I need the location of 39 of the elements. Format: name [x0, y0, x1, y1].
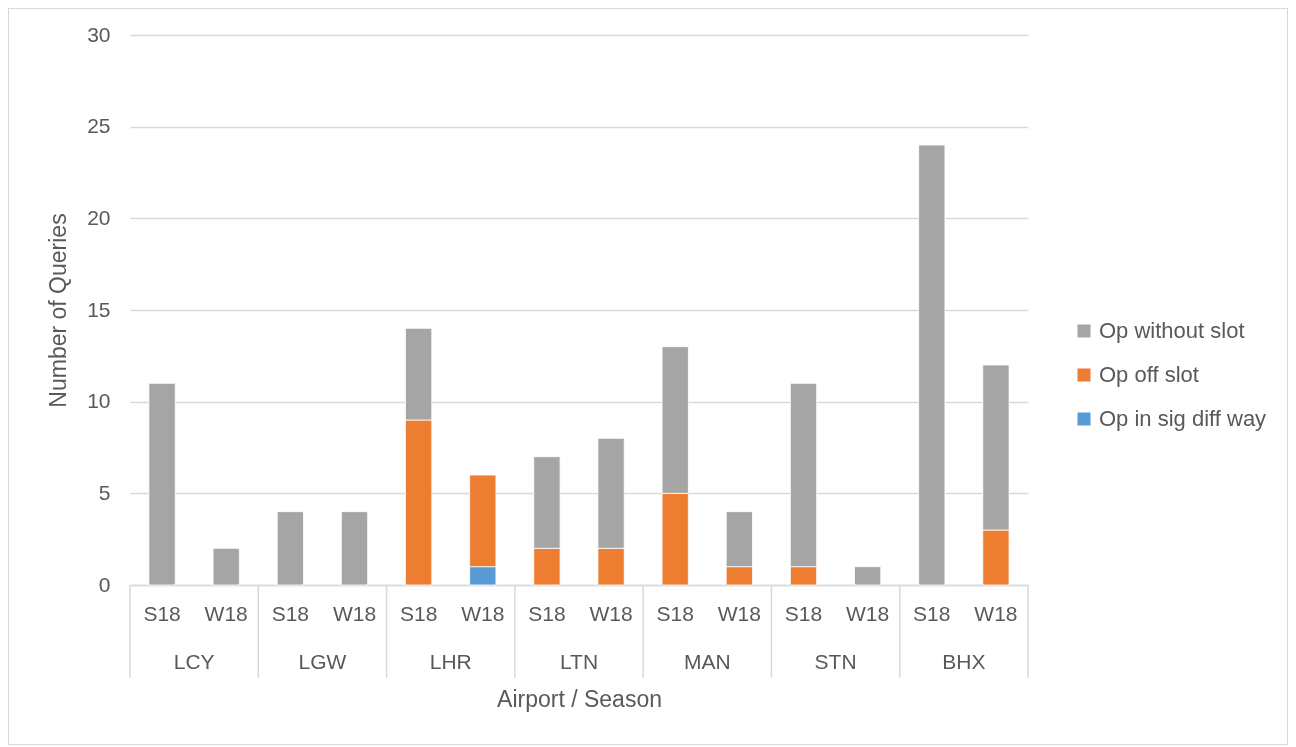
- legend-label: Op without slot: [1099, 318, 1245, 343]
- x-tick-label: S18: [784, 601, 823, 625]
- x-tick-label: W18: [589, 601, 633, 625]
- x-tick-label: S18: [656, 601, 694, 625]
- bar: [340, 511, 369, 586]
- bar: [854, 566, 882, 586]
- y-tick-label: 20: [87, 205, 111, 229]
- text: BHX: [942, 650, 986, 673]
- y-tick-label: 0: [98, 572, 111, 596]
- x-tick-label: W18: [974, 601, 1018, 625]
- text: MAN: [683, 650, 731, 673]
- x-tick-label: S18: [913, 601, 951, 625]
- x-tick-label: W18: [332, 601, 377, 625]
- legend-label: Op in sig diff way: [1099, 406, 1267, 431]
- x-tick-label: S18: [143, 601, 181, 625]
- text: STN: [814, 650, 857, 673]
- y-axis-title: Number of Queries: [45, 213, 72, 408]
- x-tick-label: W18: [846, 601, 890, 625]
- text: LHR: [429, 650, 472, 673]
- text: LTN: [559, 650, 599, 673]
- y-tick-label: 5: [98, 480, 111, 504]
- x-tick-label: W18: [204, 601, 248, 625]
- bar: [148, 382, 176, 586]
- text: LCY: [173, 650, 215, 673]
- x-tick-label: W18: [461, 601, 505, 625]
- bar: [212, 547, 240, 586]
- legend-label: Op off slot: [1099, 362, 1199, 387]
- x-tick-label: S18: [271, 601, 310, 625]
- y-tick-label: 30: [87, 22, 111, 46]
- text: LGW: [298, 650, 347, 673]
- bar: [918, 144, 946, 586]
- x-tick-label: S18: [399, 601, 438, 625]
- y-tick-label: 10: [87, 389, 111, 413]
- x-tick-label: S18: [528, 601, 566, 625]
- x-axis-title: Airport / Season: [497, 685, 662, 712]
- y-tick-label: 25: [87, 114, 111, 138]
- y-tick-label: 15: [87, 297, 111, 321]
- x-tick-label: W18: [717, 601, 761, 625]
- bar: [276, 511, 304, 586]
